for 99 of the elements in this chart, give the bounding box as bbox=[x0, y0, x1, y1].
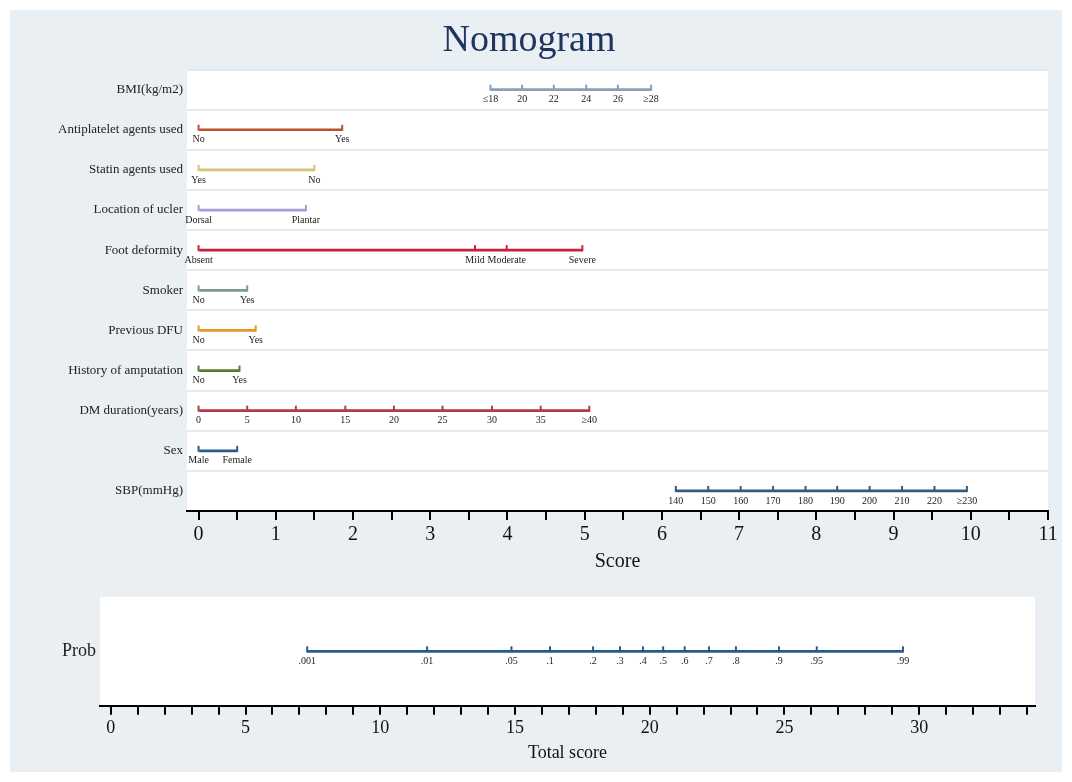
bar bbox=[199, 329, 257, 332]
annotation: 180 bbox=[798, 494, 814, 506]
annotation: Moderate bbox=[487, 253, 527, 265]
annotation: Dorsal bbox=[185, 213, 213, 225]
x-tick-label: 6 bbox=[656, 522, 667, 545]
x-tick-label: 4 bbox=[502, 522, 513, 545]
annotation: 200 bbox=[862, 494, 878, 506]
annotation: 25 bbox=[437, 414, 448, 426]
annotation: No bbox=[192, 133, 205, 145]
x-tick-label: 7 bbox=[734, 522, 745, 545]
annotation: 20 bbox=[517, 93, 528, 105]
annotation: Yes bbox=[239, 293, 255, 305]
x-tick-label: 25 bbox=[775, 717, 794, 738]
annotation: .8 bbox=[732, 654, 740, 666]
annotation: Plantar bbox=[291, 213, 321, 225]
y-tick-label: Statin agents used bbox=[89, 161, 184, 177]
y-tick-label: SBP(mmHg) bbox=[115, 482, 183, 498]
x-axis-title: Total score bbox=[527, 741, 608, 762]
y-tick-label: Prob bbox=[61, 640, 96, 661]
annotation: No bbox=[192, 293, 205, 305]
annotation: .001 bbox=[298, 654, 316, 666]
annotation: 170 bbox=[765, 494, 781, 506]
annotation: .01 bbox=[420, 654, 434, 666]
annotation: 10 bbox=[290, 414, 301, 426]
annotation: Yes bbox=[191, 173, 206, 185]
annotation: 220 bbox=[926, 494, 942, 506]
y-tick-label: DM duration(years) bbox=[79, 402, 183, 418]
bar bbox=[199, 248, 583, 252]
annotation: 0 bbox=[196, 414, 202, 426]
annotation: ≥28 bbox=[643, 93, 659, 105]
annotation: Yes bbox=[334, 133, 350, 145]
x-tick-label: 0 bbox=[106, 717, 116, 738]
bar bbox=[199, 369, 240, 372]
x-tick-label: 8 bbox=[811, 522, 822, 545]
annotation: No bbox=[308, 173, 321, 185]
x-tick-label: 5 bbox=[579, 522, 590, 545]
y-tick-label: Foot deformity bbox=[104, 241, 184, 257]
annotation: .1 bbox=[546, 654, 554, 666]
x-tick-label: 1 bbox=[270, 522, 281, 545]
x-tick-label: 20 bbox=[640, 717, 659, 738]
annotation: Severe bbox=[568, 253, 597, 265]
annotation: 150 bbox=[700, 494, 716, 506]
x-tick-label: 10 bbox=[960, 522, 981, 545]
bar bbox=[490, 88, 652, 91]
annotation: ≥40 bbox=[581, 414, 598, 426]
annotation: Mild bbox=[465, 253, 485, 265]
annotation: .2 bbox=[589, 654, 597, 666]
bar bbox=[199, 409, 590, 413]
y-tick-label: Location of ucler bbox=[93, 201, 184, 217]
annotation: .5 bbox=[659, 654, 667, 666]
annotation: ≥230 bbox=[956, 494, 978, 506]
bar bbox=[199, 128, 343, 132]
x-tick-label: 15 bbox=[505, 717, 524, 738]
annotation: ≤18 bbox=[482, 93, 499, 105]
x-tick-label: 5 bbox=[241, 717, 250, 738]
y-tick-label: Smoker bbox=[142, 281, 184, 297]
annotation: 15 bbox=[340, 414, 351, 426]
y-tick-label: Previous DFU bbox=[108, 321, 184, 337]
x-axis-title: Score bbox=[594, 549, 641, 572]
x-tick-label: 2 bbox=[348, 522, 359, 545]
annotation: Absent bbox=[184, 253, 213, 265]
annotation: 24 bbox=[581, 93, 592, 105]
annotation: 5 bbox=[244, 414, 250, 426]
x-tick-label: 0 bbox=[193, 522, 204, 545]
annotation: .9 bbox=[775, 654, 783, 666]
annotation: .3 bbox=[616, 654, 624, 666]
annotation: .7 bbox=[705, 654, 713, 666]
y-tick-label: Sex bbox=[163, 442, 184, 458]
annotation: 20 bbox=[388, 414, 399, 426]
annotation: 210 bbox=[894, 494, 910, 506]
x-tick-label: 9 bbox=[888, 522, 899, 545]
annotation: Yes bbox=[248, 334, 264, 346]
bar bbox=[199, 449, 238, 453]
annotation: .4 bbox=[639, 654, 647, 666]
annotation: No bbox=[192, 334, 205, 346]
annotation: 190 bbox=[829, 494, 845, 506]
x-tick-label: 11 bbox=[1038, 522, 1058, 545]
y-tick-label: History of amputation bbox=[68, 361, 184, 377]
annotation: 22 bbox=[548, 93, 559, 105]
annotation: 30 bbox=[487, 414, 498, 426]
y-tick-label: Antiplatelet agents used bbox=[58, 121, 184, 137]
annotation: 35 bbox=[535, 414, 546, 426]
chart-title: Nomogram bbox=[442, 16, 616, 59]
annotation: 26 bbox=[612, 93, 623, 105]
annotation: Male bbox=[188, 454, 210, 466]
annotation: .6 bbox=[680, 654, 689, 666]
x-tick-label: 30 bbox=[910, 717, 929, 738]
y-tick-label: BMI(kg/m2) bbox=[116, 81, 183, 97]
x-tick-label: 10 bbox=[371, 717, 390, 738]
x-tick-label: 3 bbox=[425, 522, 436, 545]
annotation: .95 bbox=[810, 654, 823, 666]
annotation: 160 bbox=[733, 494, 749, 506]
annotation: Yes bbox=[232, 374, 247, 386]
annotation: .05 bbox=[505, 654, 518, 666]
annotation: No bbox=[192, 374, 205, 386]
bar bbox=[199, 288, 248, 292]
annotation: 140 bbox=[668, 494, 684, 506]
annotation: Female bbox=[222, 454, 253, 466]
annotation: .99 bbox=[896, 654, 910, 666]
